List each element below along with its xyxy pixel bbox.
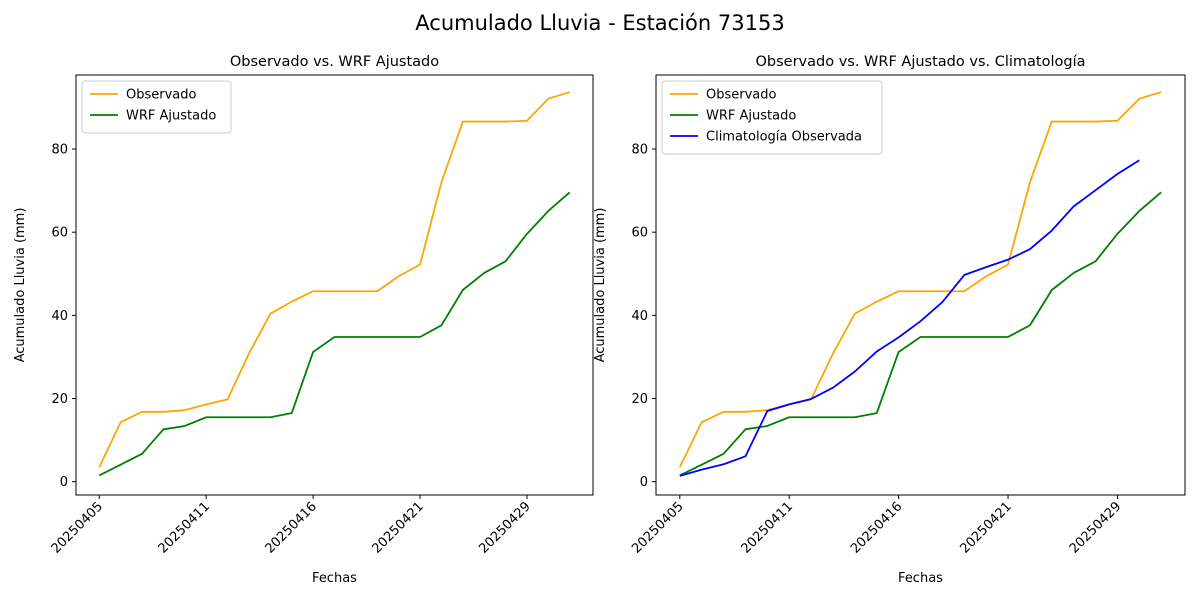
axes-frame <box>655 74 1186 496</box>
x-tick-label: 20250416 <box>848 499 905 556</box>
legend-label: Climatología Observada <box>706 130 862 145</box>
x-tick-label: 20250416 <box>263 499 320 556</box>
series-line-wrf <box>98 191 571 477</box>
legend-label: Observado <box>126 88 197 103</box>
y-axis-label: Acumulado Lluvia (mm) <box>13 208 28 363</box>
series-line-wrf <box>679 191 1162 477</box>
x-tick-label: 20250405 <box>49 499 106 556</box>
series-line-observado <box>98 91 571 468</box>
x-tick-label: 20250411 <box>156 499 213 556</box>
legend-label: WRF Ajustado <box>706 109 796 124</box>
legend-label: Observado <box>706 88 777 103</box>
figure-suptitle: Acumulado Lluvia - Estación 73153 <box>415 11 784 35</box>
series-line-observado <box>678 91 1162 468</box>
y-tick-label: 0 <box>640 475 648 490</box>
chart-panel-left: Observado vs. WRF Ajustado 0 20 40 60 80 20250… <box>13 54 594 586</box>
chart-title: Observado vs. WRF Ajustado vs. Climatolo… <box>756 54 1086 70</box>
axes-frame <box>75 74 594 496</box>
x-axis-label: Fechas <box>898 571 943 586</box>
y-tick-label: 80 <box>631 143 648 158</box>
y-tick-label: 60 <box>51 226 68 241</box>
x-tick-label: 20250421 <box>957 499 1014 556</box>
y-tick-label: 20 <box>631 392 648 407</box>
x-tick-label: 20250429 <box>1067 499 1124 556</box>
y-tick-label: 60 <box>631 226 648 241</box>
legend-label: WRF Ajustado <box>126 109 216 124</box>
legend-box <box>81 80 232 134</box>
series-line-climatologia <box>679 159 1140 477</box>
y-tick-label: 40 <box>51 309 68 324</box>
x-axis-label: Fechas <box>312 571 357 586</box>
y-tick-label: 20 <box>51 392 68 407</box>
chart-title: Observado vs. WRF Ajustado <box>230 54 439 70</box>
x-tick-label: 20250429 <box>476 499 533 556</box>
x-tick-label: 20250405 <box>629 499 686 556</box>
chart-panel-right: Observado vs. WRF Ajustado vs. Climatolo… <box>593 54 1186 586</box>
y-tick-label: 40 <box>631 309 648 324</box>
x-tick-label: 20250411 <box>739 499 796 556</box>
y-axis-label: Acumulado Lluvia (mm) <box>593 208 608 363</box>
y-tick-label: 80 <box>51 143 68 158</box>
x-tick-label: 20250421 <box>369 499 426 556</box>
legend-box <box>661 80 883 155</box>
y-tick-label: 0 <box>60 475 68 490</box>
